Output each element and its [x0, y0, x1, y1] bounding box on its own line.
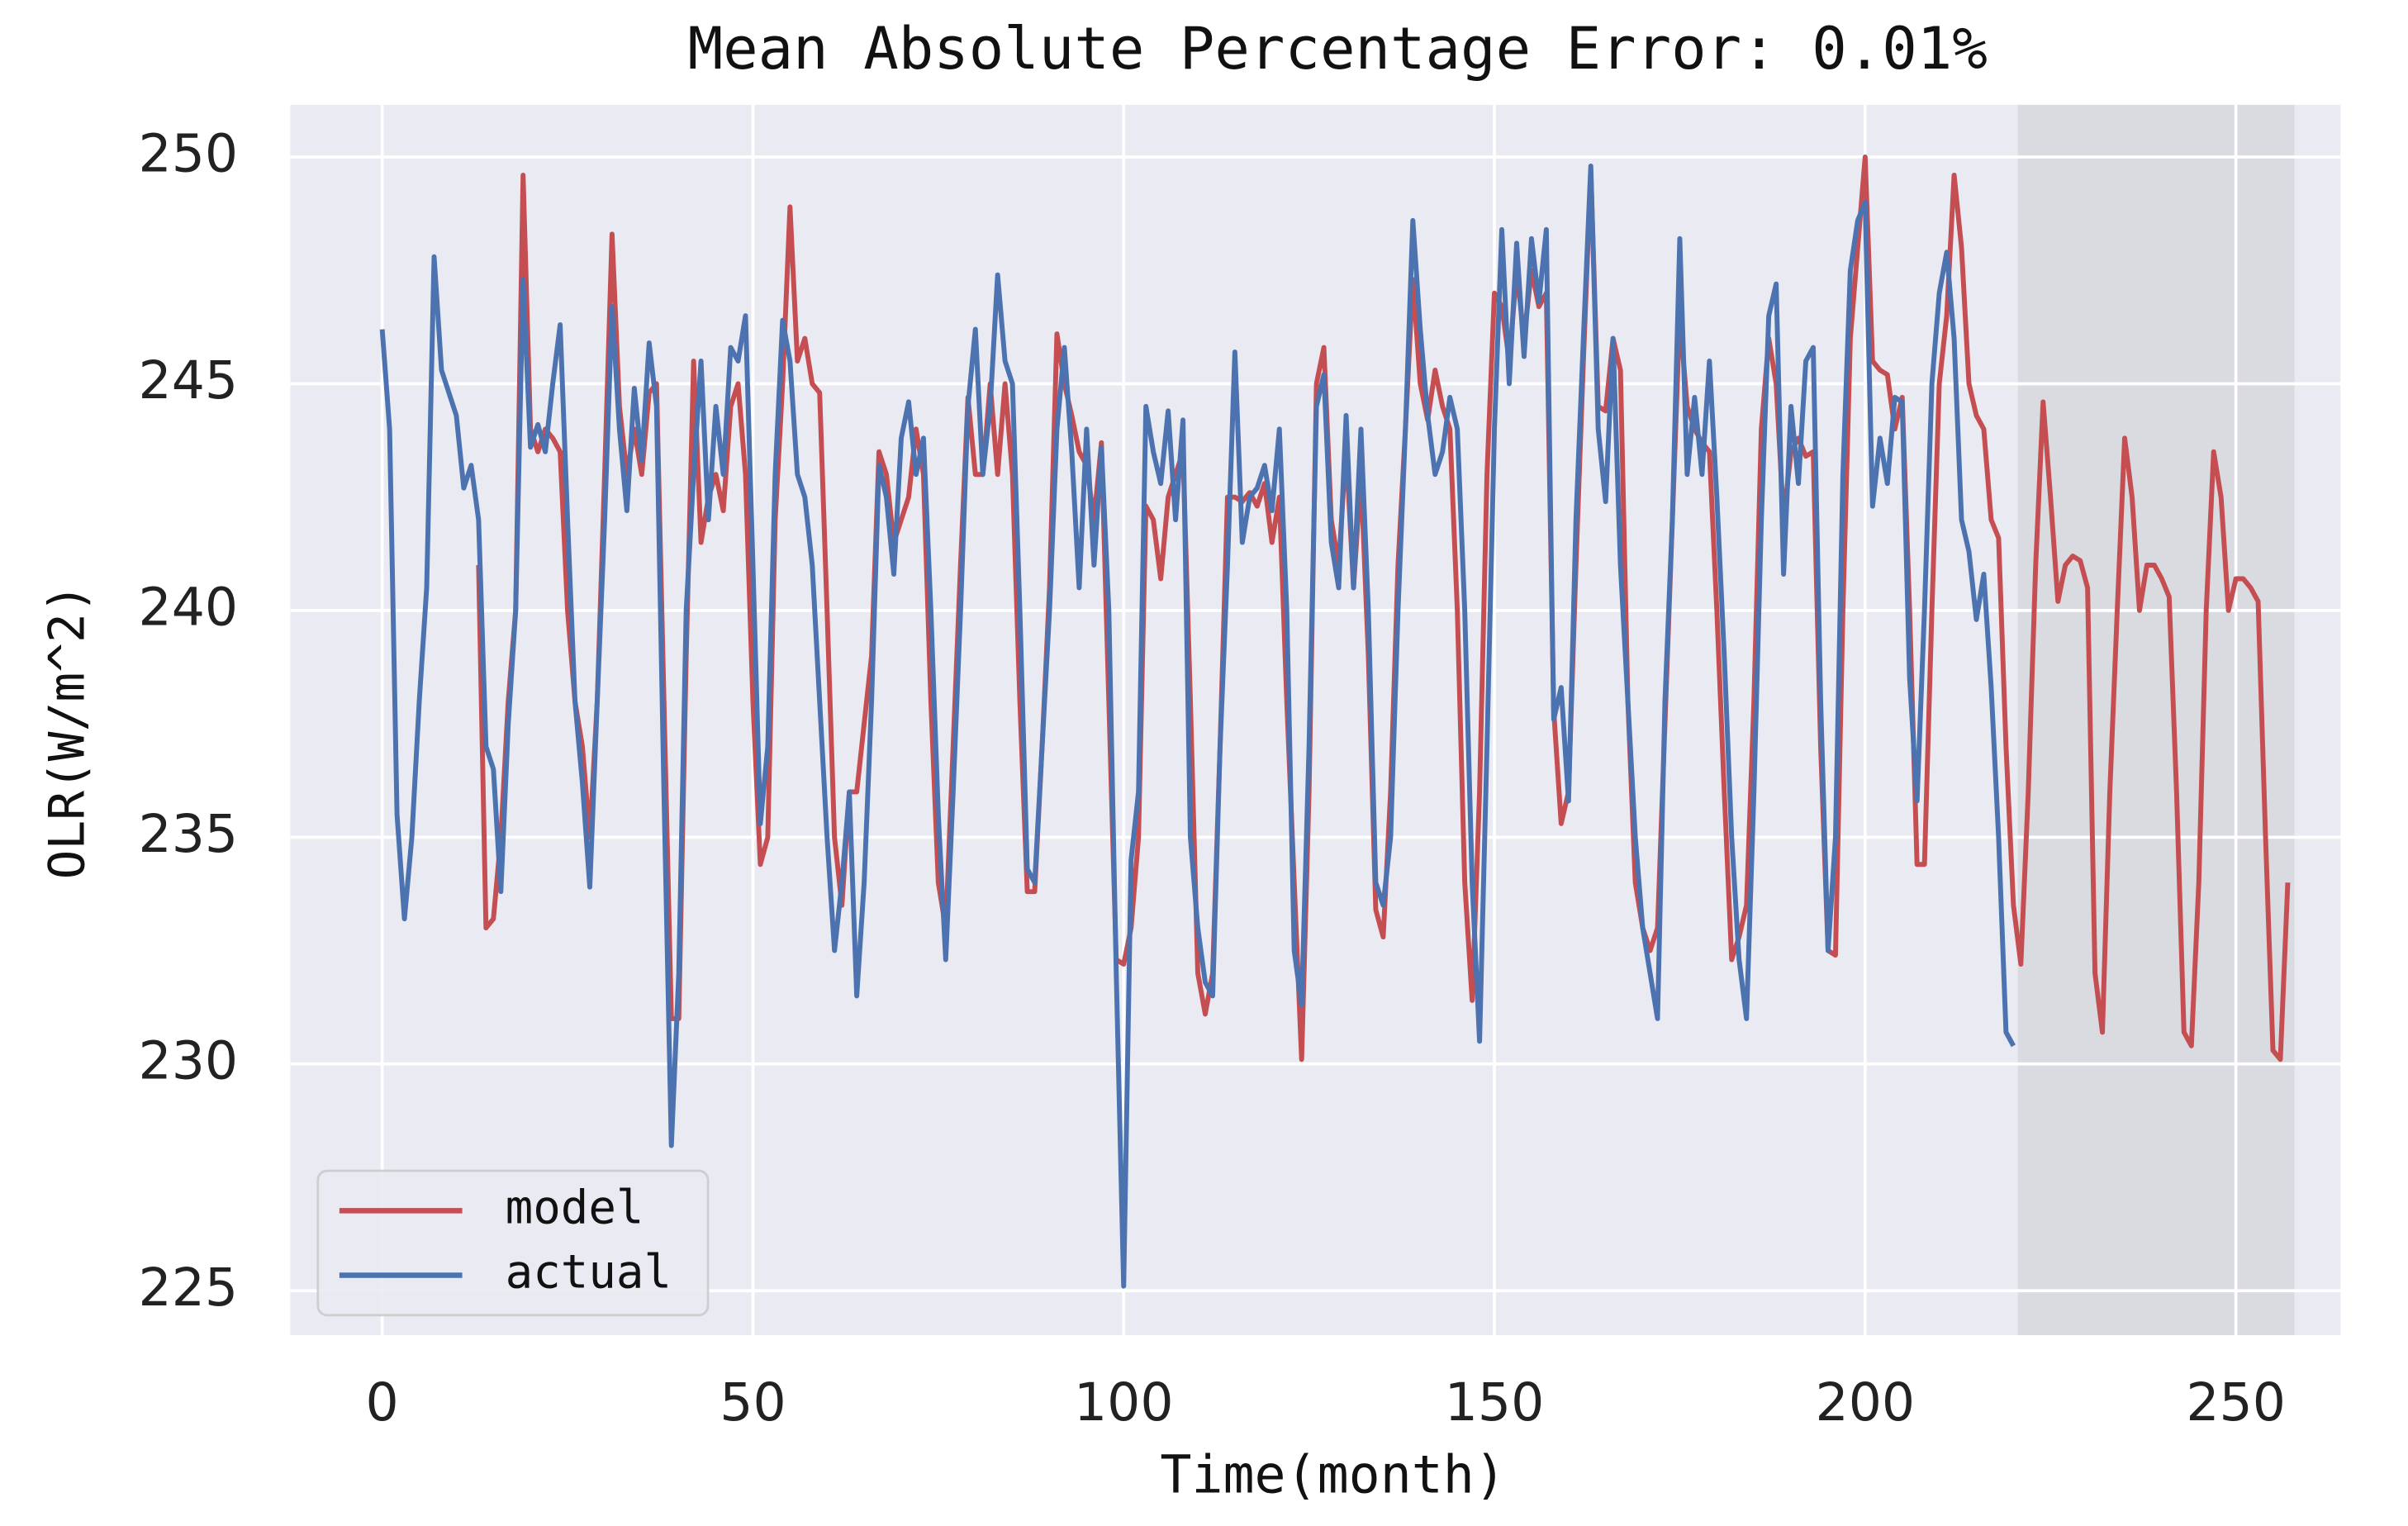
- x-tick-label: 0: [366, 1371, 399, 1433]
- x-axis-label: Time(month): [1160, 1443, 1505, 1505]
- series-line: [476, 155, 2291, 1062]
- legend-label: actual: [506, 1246, 672, 1300]
- x-tick-label: 250: [2186, 1371, 2286, 1433]
- y-tick-label: 235: [139, 803, 239, 864]
- y-tick-label: 245: [139, 349, 239, 411]
- y-axis-label: OLR(W/m^2): [40, 583, 97, 879]
- y-tick-label: 250: [139, 123, 239, 184]
- x-tick-label: 100: [1074, 1371, 1174, 1433]
- y-tick-label: 225: [139, 1257, 239, 1318]
- y-tick-label: 230: [139, 1029, 239, 1091]
- x-tick-label: 50: [720, 1371, 786, 1433]
- chart-title: Mean Absolute Percentage Error: 0.01%: [688, 14, 1988, 83]
- y-tick-label: 240: [139, 576, 239, 637]
- legend-label: model: [506, 1181, 644, 1235]
- series-line: [379, 164, 2016, 1289]
- legend-box: [316, 1169, 710, 1317]
- forecast-region: [2017, 104, 2295, 1335]
- x-tick-label: 150: [1445, 1371, 1545, 1433]
- plot-area: [290, 104, 2341, 1335]
- x-tick-label: 200: [1816, 1371, 1916, 1433]
